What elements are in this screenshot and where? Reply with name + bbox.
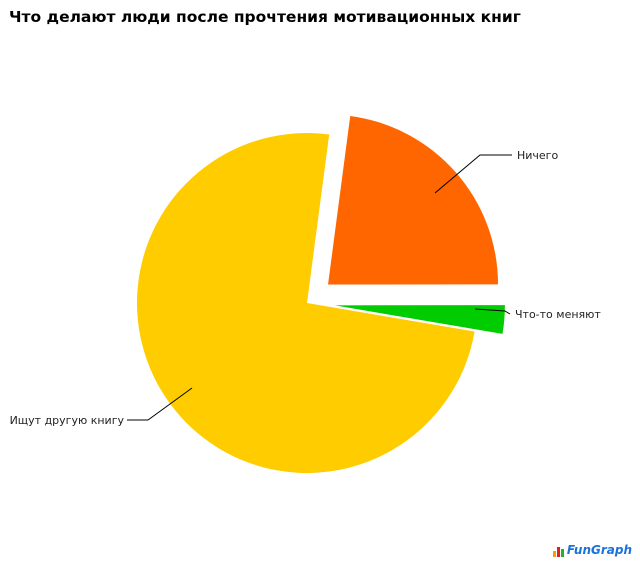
logo-text: FunGraph (566, 543, 632, 557)
chart-title: Что делают люди после прочтения мотиваци… (9, 8, 521, 26)
logo-bars-icon (552, 543, 565, 557)
leader-line-2 (127, 387, 193, 421)
pie-slice-0 (328, 115, 499, 285)
slice-label-0: Ничего (517, 149, 558, 162)
slice-label-1: Что-то меняют (515, 308, 601, 321)
pie-slice-1 (334, 305, 505, 334)
slice-label-2: Ищут другую книгу (10, 414, 125, 427)
fungraph-logo: FunGraph (552, 543, 632, 557)
leader-line-0 (434, 154, 512, 194)
leader-line-1 (474, 308, 511, 315)
pie-slice-2 (136, 133, 475, 474)
